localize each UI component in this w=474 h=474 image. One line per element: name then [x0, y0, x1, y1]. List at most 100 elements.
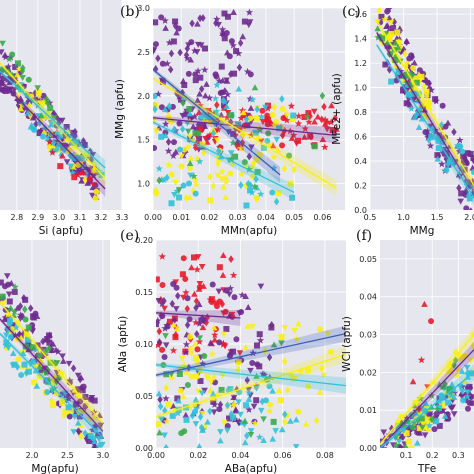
data-point [163, 417, 171, 425]
data-point [186, 165, 193, 172]
data-point [265, 130, 272, 137]
data-point [223, 29, 230, 36]
data-point [0, 40, 6, 47]
data-point [239, 33, 247, 40]
data-point [156, 390, 163, 397]
data-point [79, 387, 86, 394]
data-point [88, 162, 97, 170]
data-point [292, 416, 300, 423]
data-point [323, 126, 331, 133]
data-point [195, 301, 203, 308]
data-point [451, 128, 457, 136]
y-tick-label: 0.05 [135, 392, 153, 401]
data-point [439, 383, 447, 390]
data-point [229, 271, 238, 279]
data-point [183, 368, 190, 375]
data-point [458, 190, 465, 197]
data-point [231, 401, 237, 409]
data-point [192, 77, 199, 84]
data-point [162, 120, 170, 128]
data-point [159, 346, 166, 353]
y-tick-label: 0.2 [354, 182, 367, 191]
data-point [158, 300, 166, 307]
data-point [158, 133, 165, 140]
data-point [290, 131, 298, 139]
data-point [198, 85, 205, 93]
data-point [289, 194, 296, 201]
y-tick-label: 1.4 [354, 35, 367, 44]
data-point [425, 425, 432, 432]
data-point [186, 133, 194, 140]
data-point [43, 95, 50, 104]
data-point [321, 115, 329, 123]
data-point [461, 153, 468, 162]
data-point [228, 155, 236, 163]
data-point [287, 417, 294, 424]
data-point [242, 292, 249, 299]
x-tick-label: 0.03 [229, 213, 247, 222]
data-point [33, 120, 39, 128]
data-point [412, 427, 420, 435]
data-point [235, 359, 242, 366]
data-point [193, 373, 200, 380]
data-point [1, 51, 9, 58]
data-point [243, 202, 250, 209]
data-point [279, 105, 286, 112]
data-point [191, 178, 199, 185]
x-tick-label: 1.5 [431, 213, 444, 222]
data-point [256, 331, 263, 338]
data-point [308, 132, 314, 141]
data-point [412, 409, 420, 416]
data-point [213, 390, 222, 398]
data-point [251, 419, 259, 427]
data-point [181, 428, 188, 435]
data-point [227, 170, 234, 177]
data-point [47, 396, 56, 404]
y-axis-label: WCl (apfu) [341, 316, 353, 372]
data-point [450, 393, 458, 400]
data-point [242, 344, 250, 351]
data-point [411, 114, 418, 121]
data-point [28, 304, 34, 313]
data-point [193, 355, 200, 362]
data-point [175, 397, 182, 404]
data-point [235, 49, 243, 57]
data-point [154, 90, 163, 98]
trend-line [380, 371, 474, 448]
data-point [182, 348, 190, 356]
data-point [170, 38, 177, 45]
data-point [378, 453, 385, 459]
data-point [153, 41, 159, 48]
data-point [181, 82, 188, 89]
data-point [216, 406, 223, 413]
data-point [224, 427, 231, 434]
data-point [257, 112, 266, 120]
data-point [23, 91, 31, 99]
data-point [241, 417, 249, 424]
data-point [198, 263, 206, 270]
data-point [257, 190, 265, 198]
data-point [415, 71, 423, 78]
x-tick-label: 0.00 [147, 451, 165, 460]
data-point [321, 102, 327, 111]
data-point [228, 410, 234, 419]
data-point [165, 401, 172, 408]
data-point [173, 325, 181, 332]
data-point [16, 311, 25, 319]
y-tick-label: 1.5 [137, 136, 150, 145]
data-point [188, 39, 195, 46]
data-point [219, 30, 227, 38]
data-point [63, 123, 70, 130]
data-point [59, 353, 66, 360]
data-point [452, 348, 459, 357]
data-point [253, 397, 260, 404]
y-tick-label: 0.02 [359, 368, 377, 377]
data-point [211, 336, 219, 343]
panel-c: 0.5 1.0 1.5 2.0 0.0 0.2 0.4 0.6 0.8 1.0 1.2 1.4 1.6 M… [331, 4, 474, 237]
data-point [272, 428, 279, 435]
data-point [179, 392, 187, 399]
data-point [156, 429, 163, 436]
data-point [224, 13, 231, 20]
data-point [209, 390, 217, 397]
panel-a: 2.8 2.9 3.0 3.1 3.2 3.3 Si (apfu) [0, 0, 128, 237]
